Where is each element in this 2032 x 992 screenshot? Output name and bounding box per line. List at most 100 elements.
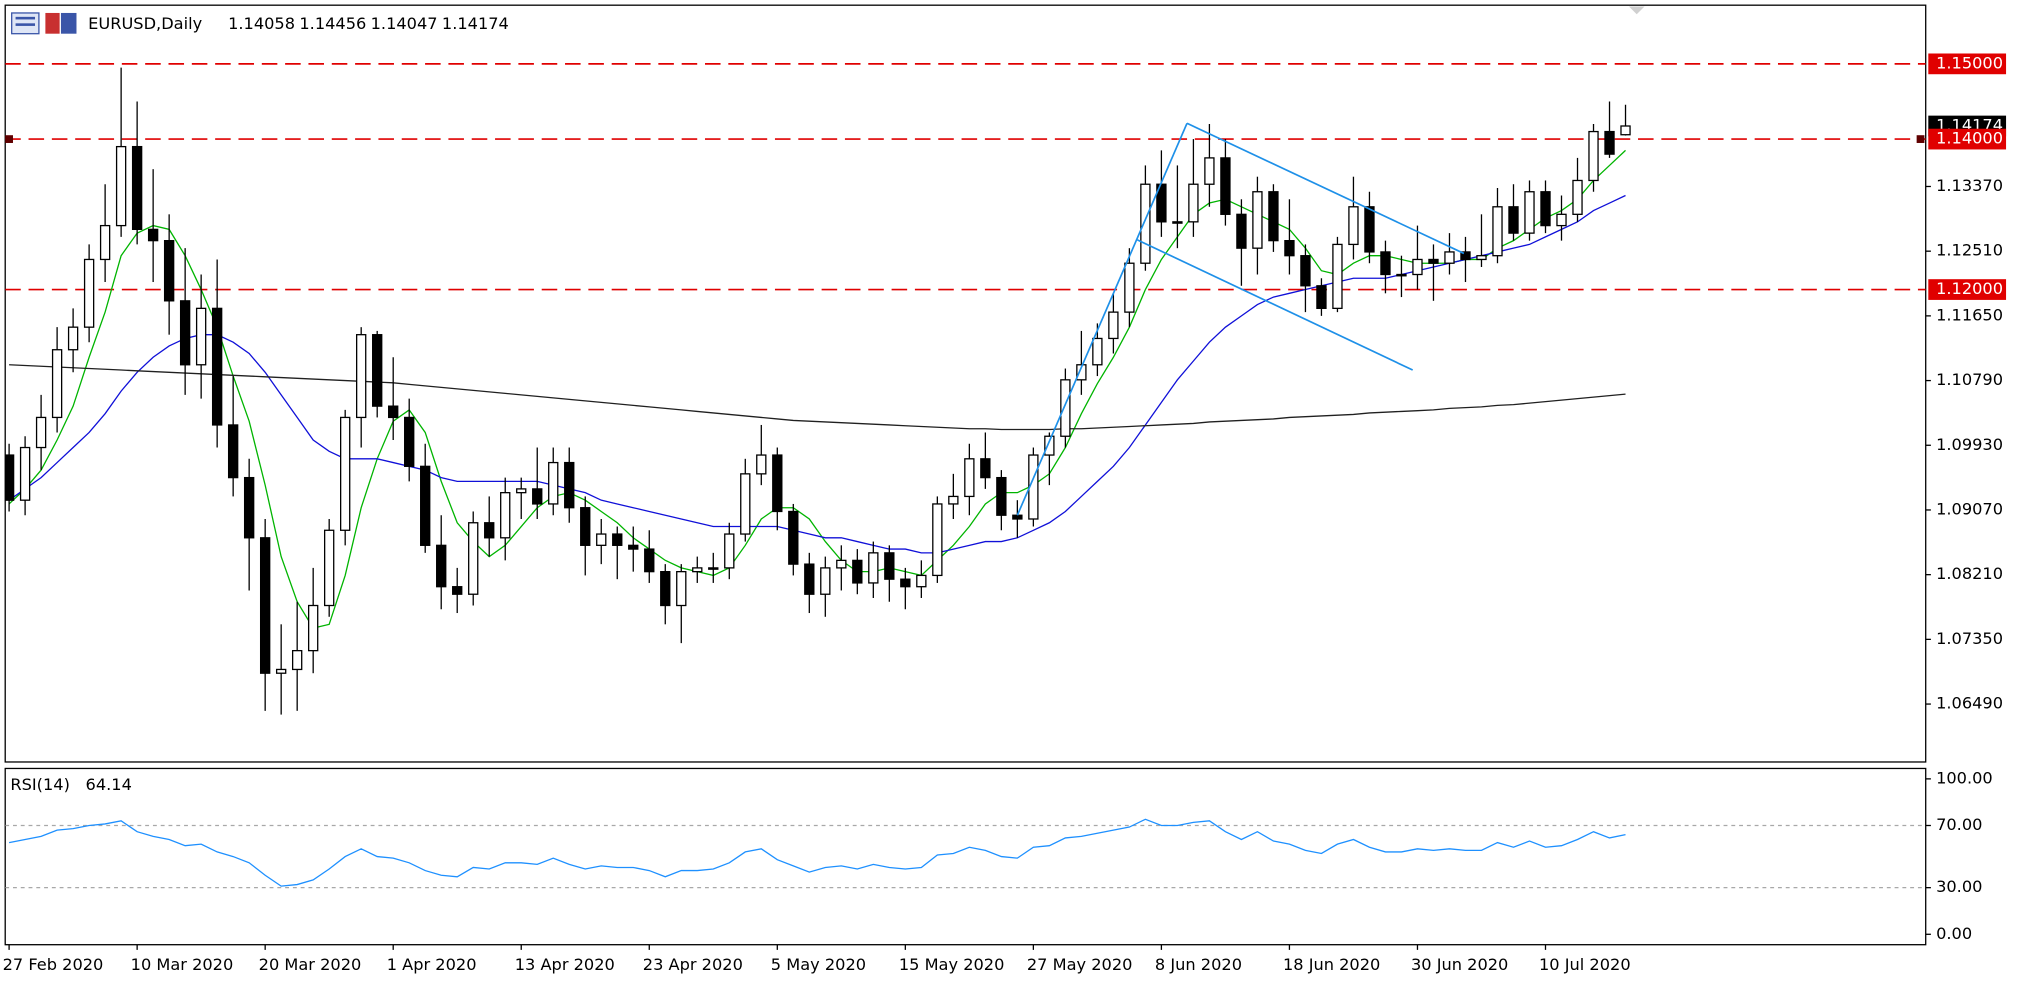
candle-body [195, 307, 207, 366]
candle-body [211, 307, 223, 426]
candle-body [1364, 206, 1375, 253]
candle-body [596, 533, 607, 546]
candle-body [420, 465, 431, 546]
candle-body [1060, 379, 1071, 437]
candle-body [1204, 157, 1215, 185]
candle-body [1316, 285, 1327, 310]
candle-body [964, 458, 975, 498]
candle-body [708, 567, 719, 570]
trendline [1186, 122, 1465, 255]
toolbar-icons [11, 12, 77, 35]
candle-body [1332, 243, 1343, 310]
x-tick-label: 13 Apr 2020 [515, 955, 615, 974]
candle-body [852, 559, 863, 584]
shift-marker [1628, 6, 1645, 15]
candle-body [1236, 213, 1247, 249]
candle-body [660, 571, 671, 607]
rsi-tick-label: 70.00 [1936, 815, 1982, 834]
candle-body [580, 507, 591, 546]
candle-body [1540, 191, 1551, 227]
level-tag [1928, 128, 2007, 150]
candle-body [932, 503, 943, 577]
candle-body [1172, 221, 1183, 224]
level-tag-label: 1.12000 [1936, 279, 2003, 298]
candle-body [836, 559, 847, 569]
candle-body [500, 492, 511, 539]
candle-body [1108, 311, 1119, 340]
candle-body [1140, 183, 1151, 264]
candle-body [131, 145, 143, 231]
trendline [1137, 239, 1414, 371]
icon-line [15, 16, 36, 20]
candle-body [1220, 157, 1231, 215]
candle-body [1284, 240, 1295, 257]
candle-body [1044, 435, 1055, 456]
x-tick-label: 10 Mar 2020 [131, 955, 234, 974]
x-tick-label: 18 Jun 2020 [1283, 955, 1380, 974]
candle-body [724, 533, 735, 569]
main-plot [5, 63, 1926, 715]
level-marker [1916, 135, 1925, 143]
candle-body [740, 473, 751, 535]
candle-body [1460, 251, 1471, 261]
candle-body [676, 571, 687, 607]
candle-body [1188, 183, 1199, 223]
candle-body [356, 334, 367, 419]
y-tick-label: 1.11650 [1936, 305, 2003, 324]
moving-average [8, 194, 1626, 554]
candle-body [259, 537, 271, 674]
candle-body [1092, 337, 1103, 366]
candle-body [340, 416, 351, 531]
candle-body [115, 145, 127, 227]
candle-body [452, 586, 463, 595]
rsi-tick-label: 0.00 [1936, 924, 1972, 943]
candle-body [83, 258, 95, 328]
candle-body [1300, 255, 1311, 287]
candle-body [1124, 262, 1135, 313]
candle-body [323, 529, 335, 607]
symbol-title: EURUSD,Daily [88, 14, 202, 33]
x-tick-label: 27 Feb 2020 [3, 955, 104, 974]
candle-body [1556, 213, 1567, 227]
rsi-plot [5, 818, 1926, 889]
candle-body [1396, 273, 1407, 277]
candle-body [1444, 251, 1455, 264]
level-tag-label: 1.14000 [1936, 129, 2003, 148]
y-tick-label: 1.06490 [1936, 694, 2003, 713]
candle-body [1076, 364, 1087, 381]
candle-body [67, 326, 79, 351]
candle-body [99, 224, 111, 261]
candle-body [291, 649, 303, 671]
candle-body [19, 446, 31, 501]
header-close: 1.14174 [442, 14, 509, 33]
level-tag [1928, 53, 2007, 75]
candle-body [868, 552, 879, 584]
rsi-value: 64.14 [86, 775, 132, 794]
candle-body [468, 522, 479, 595]
x-tick-label: 23 Apr 2020 [643, 955, 743, 974]
candle-body [404, 416, 415, 467]
candle-body [179, 300, 191, 366]
moving-average [9, 364, 1626, 431]
candle-body [1348, 206, 1359, 246]
candle-body [35, 416, 47, 449]
trendline [1016, 122, 1188, 516]
rsi-tick-label: 100.00 [1936, 768, 1993, 787]
candle-body [1428, 258, 1439, 264]
candle-body [1508, 206, 1519, 234]
candle-body [884, 552, 895, 580]
icon [60, 12, 77, 34]
y-tick-label: 1.10790 [1936, 370, 2003, 389]
candle-body [820, 567, 831, 595]
candle-body [516, 488, 527, 494]
candle-body [1620, 125, 1631, 136]
header-open: 1.14058 [228, 14, 295, 33]
rsi-panel [4, 767, 1927, 946]
x-tick-label: 15 May 2020 [899, 955, 1005, 974]
y-tick-label: 1.09930 [1936, 435, 2003, 454]
x-tick-label: 8 Jun 2020 [1155, 955, 1242, 974]
x-tick-label: 10 Jul 2020 [1539, 955, 1631, 974]
candle-body [564, 461, 575, 509]
rsi-line [8, 818, 1626, 887]
